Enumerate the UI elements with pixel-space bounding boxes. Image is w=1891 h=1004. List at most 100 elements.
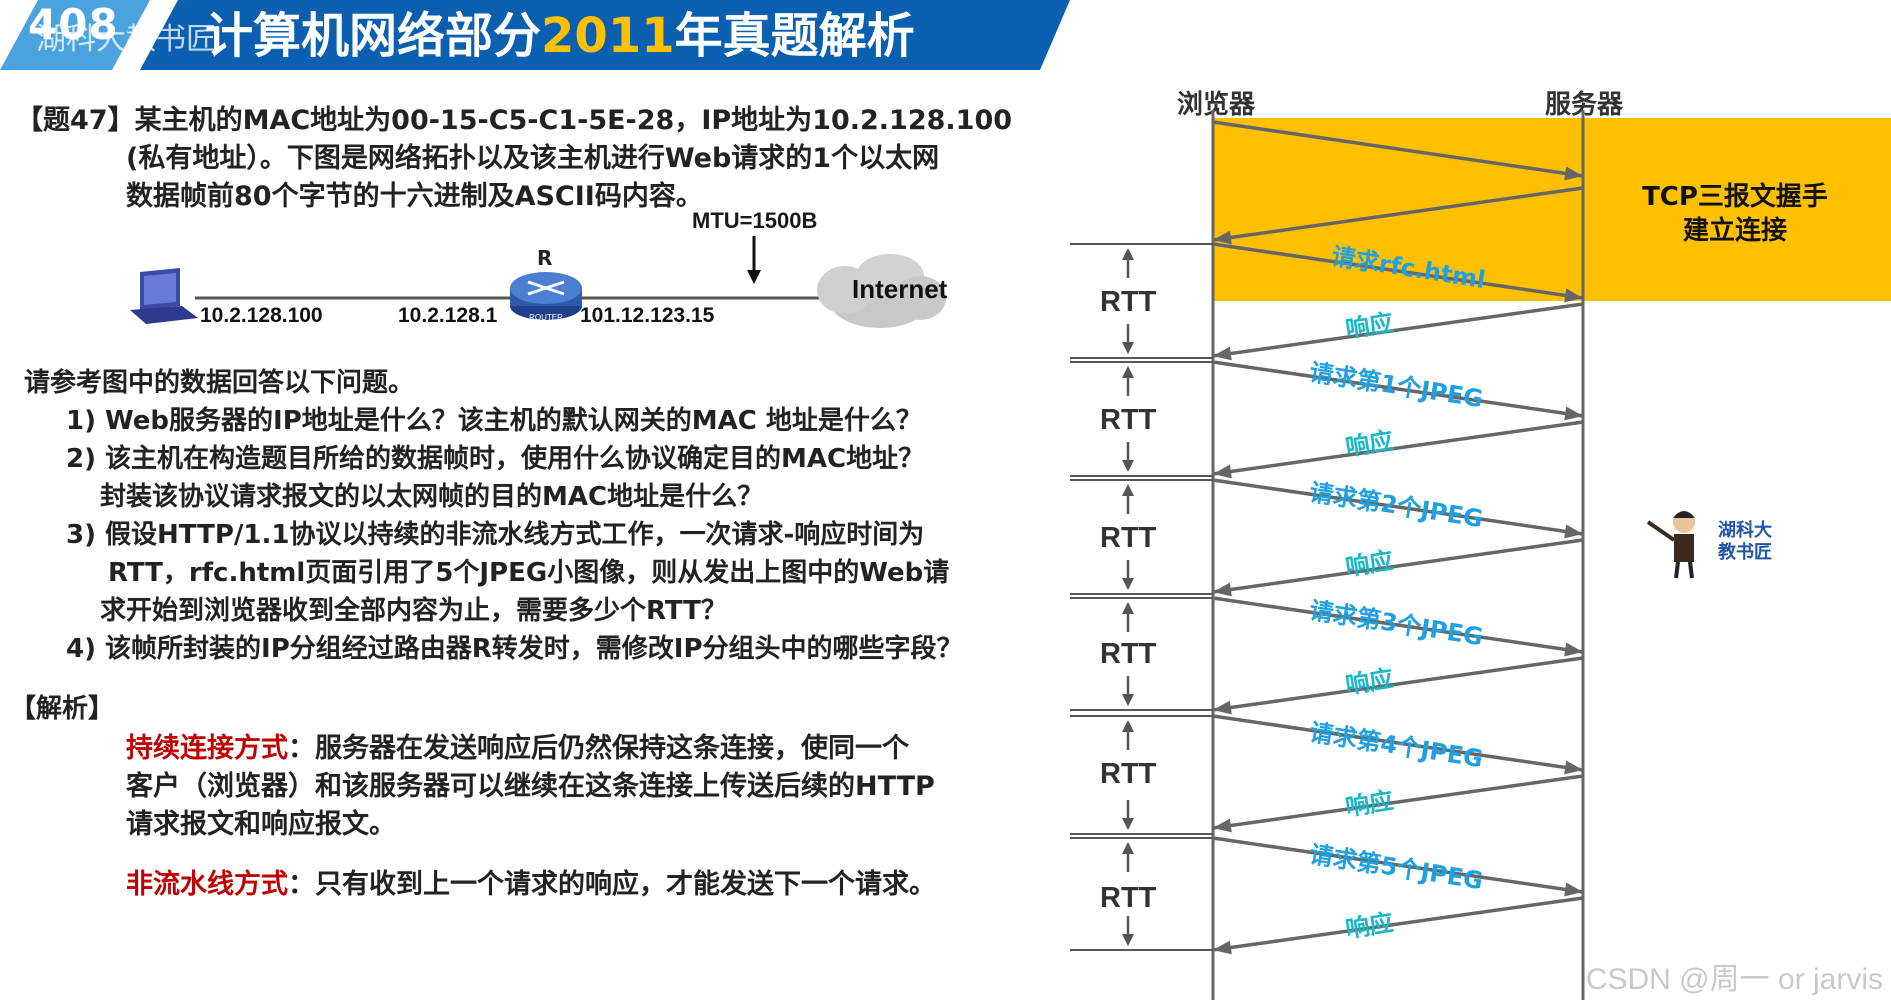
response-arrow-5-head <box>1213 818 1232 833</box>
request-arrow-3-head <box>1564 524 1583 539</box>
rtt-arrowhead-up-5 <box>1122 720 1134 732</box>
network-topology: ROUTER <box>130 236 946 328</box>
question-line-3: 数据帧前80个字节的十六进制及ASCII码内容。 <box>126 181 703 212</box>
question-line-1: 【题47】某主机的MAC地址为00-15-C5-C1-5E-28，IP地址为10… <box>16 105 1013 136</box>
persistent-text-1: ：服务器在发送响应后仍然保持这条连接，使同一个 <box>288 733 909 764</box>
response-arrow-4-head <box>1213 700 1232 715</box>
response-label-2: 响应 <box>1343 426 1396 462</box>
rtt-brackets <box>1070 243 1213 951</box>
request-arrow-2-head <box>1564 406 1583 421</box>
subquestion-2a: 2) 该主机在构造题目所给的数据帧时，使用什么协议确定目的MAC地址？ <box>66 444 925 474</box>
page-title: 计算机网络部分2011年真题解析 <box>205 0 915 66</box>
response-label-6: 响应 <box>1343 908 1396 944</box>
internet-cloud-icon <box>817 254 946 328</box>
nonpipe-term: 非流水线方式 <box>126 869 288 900</box>
title-year: 2011 <box>541 8 675 64</box>
title-prefix: 计算机网络部分 <box>205 8 542 64</box>
router-lan-ip-label: 10.2.128.1 <box>398 304 498 327</box>
response-arrow-1 <box>1212 302 1584 358</box>
mtu-arrowhead <box>747 270 761 284</box>
response-arrow-3 <box>1212 538 1584 594</box>
response-label-5: 响应 <box>1343 786 1396 822</box>
tcp-handshake-label: TCP三报文握手 建立连接 <box>1630 180 1840 248</box>
header-watermark: 湖科大教书匠 <box>36 22 216 57</box>
rtt-arrowhead-down-5 <box>1122 818 1134 830</box>
request-arrow-1-head <box>1564 288 1583 303</box>
rtt-arrowhead-up-3 <box>1122 484 1134 496</box>
rtt-label-2: RTT <box>1100 404 1157 436</box>
response-arrow-1-head <box>1213 346 1232 361</box>
mtu-label: MTU=1500B <box>692 208 818 233</box>
nonpipe-text: ：只有收到上一个请求的响应，才能发送下一个请求。 <box>288 869 936 900</box>
response-arrow-6 <box>1212 896 1584 952</box>
request-arrow-5-head <box>1564 760 1583 775</box>
rtt-arrowhead-up-1 <box>1122 248 1134 260</box>
analysis-persistent-line-1: 持续连接方式：服务器在发送响应后仍然保持这条连接，使同一个 <box>126 726 909 765</box>
internet-label: Internet <box>852 274 948 304</box>
mascot-line-1: 湖科大 <box>1718 520 1772 541</box>
subquestion-1: 1) Web服务器的IP地址是什么？该主机的默认网关的MAC 地址是什么？ <box>66 406 922 436</box>
subquestion-2b: 封装该协议请求报文的以太网帧的目的MAC地址是什么？ <box>100 482 764 512</box>
rtt-arrowhead-up-4 <box>1122 602 1134 614</box>
request-arrow-6-head <box>1564 882 1583 897</box>
csdn-watermark: CSDN @周一 or jarvis <box>1585 963 1883 996</box>
message-arrows <box>1212 120 1584 955</box>
host-ip-label: 10.2.128.100 <box>200 304 323 327</box>
router-icon: ROUTER <box>510 272 582 322</box>
rtt-arrowhead-down-1 <box>1122 342 1134 354</box>
mascot-label: 湖科大 教书匠 <box>1718 520 1772 564</box>
header-banner <box>0 0 1070 70</box>
request-arrow-6 <box>1212 836 1584 894</box>
rtt-label-1: RTT <box>1100 286 1157 318</box>
request-arrow-5 <box>1212 714 1584 772</box>
analysis-persistent-line-2: 客户（浏览器）和该服务器可以继续在这条连接上传送后续的HTTP <box>126 771 935 802</box>
prompt-text: 请参考图中的数据回答以下问题。 <box>24 368 415 398</box>
rtt-label-6: RTT <box>1100 882 1157 914</box>
response-arrow-2 <box>1212 420 1584 476</box>
router-label: R <box>537 246 553 270</box>
title-suffix: 年真题解析 <box>674 8 915 64</box>
analysis-persistent-line-3: 请求报文和响应报文。 <box>126 809 396 840</box>
request-arrow-4 <box>1212 596 1584 654</box>
subquestion-4: 4) 该帧所封装的IP分组经过路由器R转发时，需修改IP分组头中的哪些字段？ <box>66 634 963 664</box>
syn-arrow-head <box>1564 166 1583 181</box>
rtt-label-4: RTT <box>1100 638 1157 670</box>
rtt-arrowhead-up-6 <box>1122 842 1134 854</box>
rtt-arrowhead-up-2 <box>1122 366 1134 378</box>
syn-ack-arrow-head <box>1213 230 1232 245</box>
subquestion-3c: 求开始到浏览器收到全部内容为止，需要多少个RTT？ <box>100 596 727 626</box>
response-label-4: 响应 <box>1343 664 1396 700</box>
rtt-arrowhead-down-4 <box>1122 694 1134 706</box>
response-arrow-4 <box>1212 656 1584 712</box>
analysis-nonpipelined: 非流水线方式：只有收到上一个请求的响应，才能发送下一个请求。 <box>126 862 936 901</box>
request-arrow-1 <box>1212 242 1584 300</box>
request-arrow-3 <box>1212 478 1584 536</box>
rtt-arrowhead-down-3 <box>1122 578 1134 590</box>
response-arrow-2-head <box>1213 464 1232 479</box>
host-computer-icon <box>130 268 198 324</box>
request-arrow-4-head <box>1564 642 1583 657</box>
rtt-label-3: RTT <box>1100 522 1157 554</box>
subquestion-3a: 3) 假设HTTP/1.1协议以持续的非流水线方式工作，一次请求-响应时间为 <box>66 520 925 550</box>
response-arrow-6-head <box>1213 940 1232 955</box>
request-arrow-2 <box>1212 360 1584 418</box>
syn-arrow <box>1212 120 1584 178</box>
rtt-arrowhead-down-6 <box>1122 934 1134 946</box>
subquestion-3b: RTT，rfc.html页面引用了5个JPEG小图像，则从发出上图中的Web请 <box>108 558 950 588</box>
question-line-2: (私有地址）。下图是网络拓扑以及该主机进行Web请求的1个以太网 <box>126 143 940 174</box>
analysis-heading: 【解析】 <box>10 694 115 724</box>
tcp-label-line-1: TCP三报文握手 <box>1642 182 1828 212</box>
response-arrow-3-head <box>1213 582 1232 597</box>
persistent-term: 持续连接方式 <box>126 733 288 764</box>
tcp-label-line-2: 建立连接 <box>1682 216 1787 246</box>
tcp-handshake-box <box>1213 118 1891 301</box>
mascot-line-2: 教书匠 <box>1718 542 1772 563</box>
rtt-arrowhead-down-2 <box>1122 460 1134 472</box>
response-label-3: 响应 <box>1343 546 1396 582</box>
mascot-teacher-icon <box>1646 511 1695 579</box>
browser-header: 浏览器 <box>1177 90 1256 120</box>
response-label-1: 响应 <box>1343 308 1396 344</box>
syn-ack-arrow <box>1212 186 1584 242</box>
router-wan-ip-label: 101.12.123.15 <box>580 304 715 327</box>
